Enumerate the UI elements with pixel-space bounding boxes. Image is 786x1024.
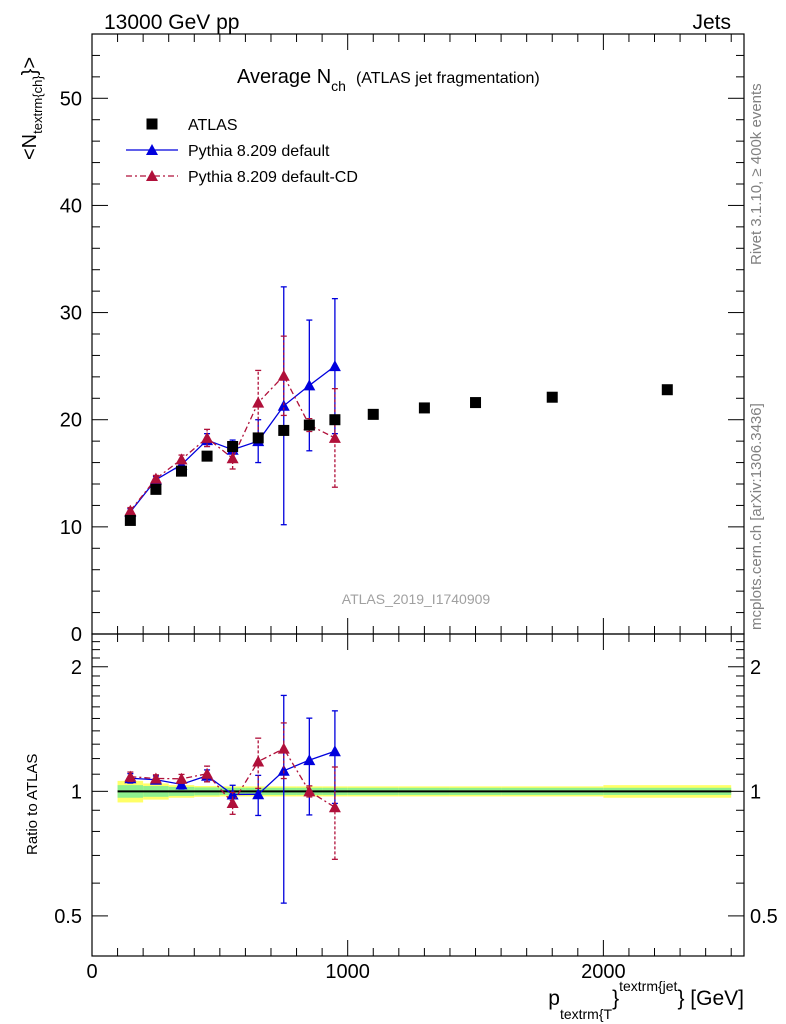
legend: ATLAS Pythia 8.209 default Pythia 8.209 de… — [126, 117, 358, 186]
y-tick-label: 10 — [60, 517, 82, 539]
ratio-point — [226, 796, 239, 808]
ratio-point — [303, 754, 316, 766]
y-tick-label: 0 — [71, 624, 82, 646]
data-point — [546, 391, 558, 403]
ratio-series-pythia-default-cd — [124, 722, 341, 860]
ratio-frame — [91, 633, 745, 957]
x-axis-label: ptextrm{T}textrm{jet} [GeV] — [548, 978, 744, 1022]
axes-layer: 0 1000 2000 0 10 20 30 40 50 0.5 0.5 1 1 2 2 — [54, 33, 778, 983]
x-tick-label: 0 — [86, 961, 97, 983]
series-atlas — [124, 384, 673, 526]
ratio-point — [124, 770, 137, 782]
ratio-tick-label-left: 1 — [71, 781, 82, 803]
ratio-tick-label-right: 0.5 — [750, 906, 778, 928]
data-point — [124, 504, 137, 516]
data-point — [226, 452, 239, 464]
ratio-point — [175, 772, 188, 784]
header-right: Jets — [692, 11, 731, 34]
rivet-label: Rivet 3.1.10, ≥ 400k events — [748, 83, 765, 265]
data-point — [470, 397, 482, 409]
legend-marker-pythia-default-cd — [146, 170, 158, 181]
legend-marker-pythia-default — [146, 144, 158, 155]
header-left: 13000 GeV pp — [104, 11, 239, 34]
data-point — [252, 396, 265, 408]
series-line — [129, 374, 336, 512]
data-point — [252, 432, 264, 444]
y-tick-label: 40 — [60, 195, 82, 217]
ratio-point — [277, 764, 290, 776]
data-point — [201, 450, 213, 462]
data-point — [277, 369, 290, 381]
data-point — [328, 360, 341, 372]
series-layer — [124, 286, 673, 904]
data-point — [367, 408, 379, 420]
legend-label: ATLAS — [188, 117, 238, 134]
data-point — [175, 453, 188, 465]
legend-marker-atlas — [146, 118, 158, 130]
ratio-point — [149, 772, 162, 784]
ratio-point — [277, 742, 290, 754]
data-point — [329, 414, 341, 426]
data-point — [303, 379, 316, 391]
data-point — [303, 419, 315, 431]
data-point — [201, 431, 214, 443]
analysis-id: ATLAS_2019_I1740909 — [342, 591, 491, 607]
legend-label: Pythia 8.209 default-CD — [188, 169, 358, 186]
data-point — [661, 384, 673, 396]
x-tick-label: 2000 — [581, 961, 626, 983]
ratio-tick-label-left: 0.5 — [54, 906, 82, 928]
chart-title: Average Nch (ATLAS jet fragmentation) — [237, 66, 540, 94]
ratio-y-axis-label: Ratio to ATLAS — [24, 754, 41, 855]
data-point — [227, 441, 239, 452]
data-point — [175, 465, 187, 477]
legend-label: Pythia 8.209 default — [188, 143, 330, 160]
y-tick-label: 30 — [60, 303, 82, 325]
ratio-point — [201, 767, 214, 779]
data-point — [278, 424, 290, 436]
ratio-point — [252, 755, 265, 767]
data-point — [418, 402, 430, 414]
data-point — [124, 514, 136, 526]
data-point — [149, 472, 162, 484]
data-point — [150, 483, 162, 495]
x-tick-label: 1000 — [325, 961, 370, 983]
ratio-point — [328, 745, 341, 757]
y-tick-label: 20 — [60, 410, 82, 432]
ratio-point — [328, 801, 341, 813]
y-axis-label: <Ntextrm{ch}}> — [19, 57, 45, 160]
y-tick-label: 50 — [60, 88, 82, 110]
ratio-tick-label-left: 2 — [71, 657, 82, 679]
ratio-tick-label-right: 2 — [750, 657, 761, 679]
ratio-point — [303, 785, 316, 797]
ratio-tick-label-right: 1 — [750, 781, 761, 803]
data-point — [328, 431, 341, 443]
mcplots-label: mcplots.cern.ch [arXiv:1306.3436] — [748, 403, 765, 630]
ratio-point — [252, 788, 265, 800]
